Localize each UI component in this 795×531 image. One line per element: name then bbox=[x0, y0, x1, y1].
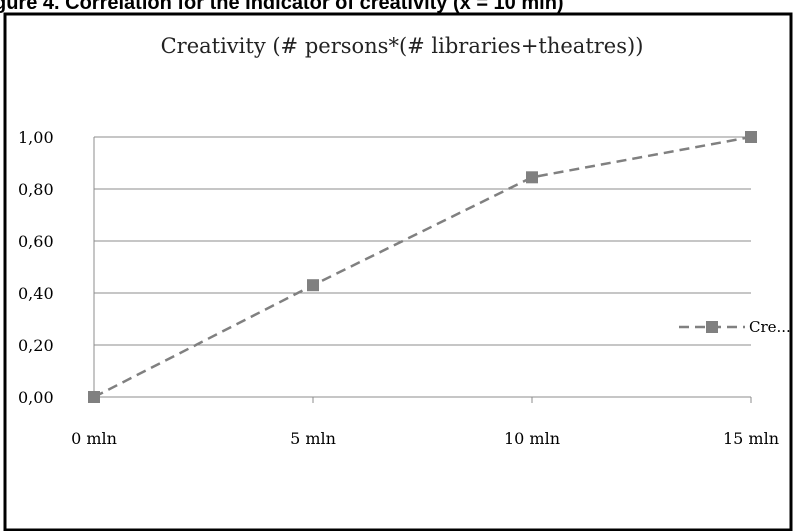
gridlines bbox=[93, 136, 751, 398]
chart-title: Creativity (# persons*(# libraries+theat… bbox=[161, 34, 644, 58]
figure-caption-clipped: gure 4. Correlation for the Indicator of… bbox=[0, 0, 564, 14]
x-tick-label: 10 mln bbox=[504, 429, 560, 448]
y-tick-label: 0,00 bbox=[18, 388, 54, 407]
legend: Cre... bbox=[679, 318, 791, 336]
x-tick-label: 0 mln bbox=[71, 429, 117, 448]
y-tick-label: 0,40 bbox=[18, 284, 54, 303]
y-tick-label: 0,20 bbox=[18, 336, 54, 355]
x-tick-label: 15 mln bbox=[723, 429, 779, 448]
data-point-marker bbox=[88, 391, 100, 403]
legend-label: Cre... bbox=[749, 318, 791, 336]
data-point-marker bbox=[526, 171, 538, 184]
x-tick-label: 5 mln bbox=[290, 429, 336, 448]
data-series bbox=[88, 131, 757, 403]
y-tick-label: 0,60 bbox=[18, 232, 54, 251]
data-point-marker bbox=[745, 131, 757, 143]
y-tick-label: 1,00 bbox=[18, 128, 54, 147]
chart-frame bbox=[3, 12, 793, 531]
legend-marker-swatch bbox=[706, 321, 718, 333]
x-axis-ticks: 0 mln 5 mln 10 mln 15 mln bbox=[71, 397, 779, 448]
y-tick-label: 0,80 bbox=[18, 180, 54, 199]
data-point-marker bbox=[307, 279, 319, 292]
y-axis-ticks: 0,00 0,20 0,40 0,60 0,80 1,00 bbox=[18, 128, 54, 407]
series-line-0 bbox=[93, 135, 752, 399]
